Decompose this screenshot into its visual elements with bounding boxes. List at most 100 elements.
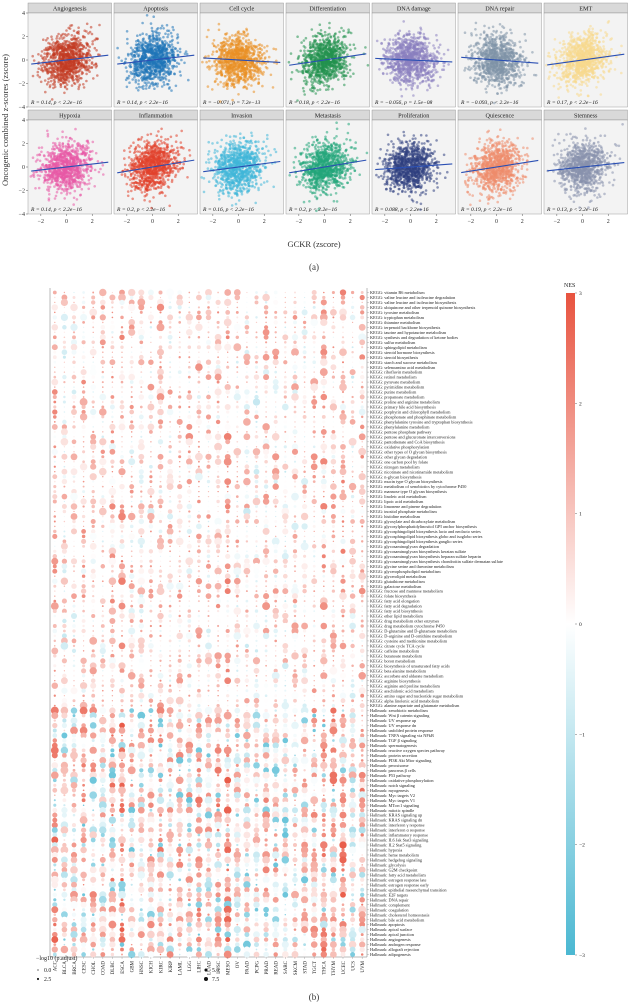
scatter-point: [211, 88, 214, 91]
scatter-point: [79, 76, 82, 80]
scatter-point: [138, 85, 141, 89]
scatter-point: [392, 76, 396, 80]
scatter-point: [124, 66, 128, 69]
scatter-point: [183, 52, 187, 55]
scatter-point: [126, 42, 129, 45]
scatter-point: [404, 62, 407, 66]
scatter-point: [37, 53, 40, 56]
scatter-point: [213, 59, 216, 63]
scatter-point: [77, 30, 80, 33]
scatter-point: [402, 20, 406, 23]
scatter-point: [85, 22, 89, 26]
scatter-point: [69, 49, 73, 52]
scatter-point: [75, 61, 79, 65]
scatter-point: [153, 87, 156, 90]
scatter-point: [307, 65, 311, 68]
scatter-point: [230, 74, 234, 77]
scatter-point: [380, 42, 383, 45]
scatter-point: [302, 66, 306, 69]
scatter-point: [50, 98, 54, 101]
scatter-point: [318, 88, 322, 91]
scatter-point: [236, 78, 240, 82]
scatter-point: [144, 53, 147, 56]
scatter-point: [85, 30, 88, 33]
scatter-point: [36, 74, 40, 77]
scatter-point: [73, 46, 77, 50]
scatter-point: [236, 43, 240, 47]
scatter-point: [309, 49, 312, 53]
scatter-point: [329, 51, 332, 55]
scatter-point: [174, 47, 177, 50]
scatter-point: [366, 64, 370, 67]
scatter-point: [407, 32, 411, 36]
scatter-point: [243, 81, 247, 84]
scatter-point: [247, 38, 251, 42]
scatter-point: [219, 55, 223, 58]
scatter-point: [229, 44, 232, 48]
scatter-point: [77, 87, 80, 91]
scatter-point: [204, 55, 207, 58]
scatter-point: [323, 34, 327, 37]
scatter-point: [52, 41, 55, 44]
scatter-point: [57, 69, 60, 72]
scatter-point: [44, 90, 47, 94]
scatter-point: [331, 51, 335, 54]
scatter-point: [386, 46, 389, 50]
scatter-point: [170, 89, 173, 92]
scatter-point: [388, 38, 392, 41]
scatter-point: [341, 46, 345, 49]
scatter-point: [249, 69, 252, 72]
scatter-point: [257, 81, 261, 84]
scatter-point: [344, 47, 348, 50]
scatter-point: [432, 62, 436, 65]
scatter-point: [241, 73, 244, 76]
scatter-point: [327, 85, 330, 89]
scatter-point: [478, 68, 482, 72]
y-tick-label: 4: [22, 11, 25, 17]
scatter-point: [125, 85, 129, 89]
scatter-point: [344, 74, 347, 77]
scatter-point: [331, 70, 334, 74]
scatter-point: [140, 68, 144, 71]
scatter-point: [412, 45, 416, 48]
scatter-point: [304, 82, 308, 85]
scatter-point: [441, 68, 444, 71]
scatter-point: [238, 32, 242, 36]
scatter-point: [521, 50, 525, 53]
scatter-point: [340, 40, 344, 44]
scatter-point: [127, 74, 131, 78]
scatter-point: [385, 72, 389, 76]
scatter-point: [63, 33, 67, 36]
scatter-point: [338, 30, 341, 34]
scatter-point: [522, 68, 525, 71]
scatter-point: [37, 67, 40, 70]
scatter-point: [176, 35, 180, 39]
scatter-point: [399, 67, 402, 71]
scatter-point: [245, 27, 248, 31]
scatter-point: [173, 59, 177, 62]
scatter-point: [50, 63, 53, 66]
scatter-point: [215, 72, 218, 76]
scatter-point: [417, 42, 420, 45]
scatter-point: [67, 73, 71, 77]
scatter-point: [492, 29, 496, 33]
scatter-point: [404, 45, 408, 49]
scatter-point: [504, 35, 508, 39]
scatter-point: [254, 38, 257, 42]
scatter-point: [228, 71, 232, 75]
scatter-point: [325, 73, 328, 76]
scatter-point: [332, 73, 336, 76]
scatter-point: [438, 43, 442, 47]
scatter-point: [423, 68, 427, 72]
scatter-point: [318, 76, 322, 79]
scatter-point: [227, 68, 230, 71]
scatter-point: [64, 69, 67, 72]
scatter-point: [343, 43, 346, 46]
scatter-point: [211, 64, 214, 68]
scatter-point: [251, 44, 255, 48]
scatter-point: [431, 79, 434, 83]
scatter-point: [67, 80, 71, 83]
scatter-point: [242, 31, 246, 34]
scatter-point: [65, 60, 69, 63]
